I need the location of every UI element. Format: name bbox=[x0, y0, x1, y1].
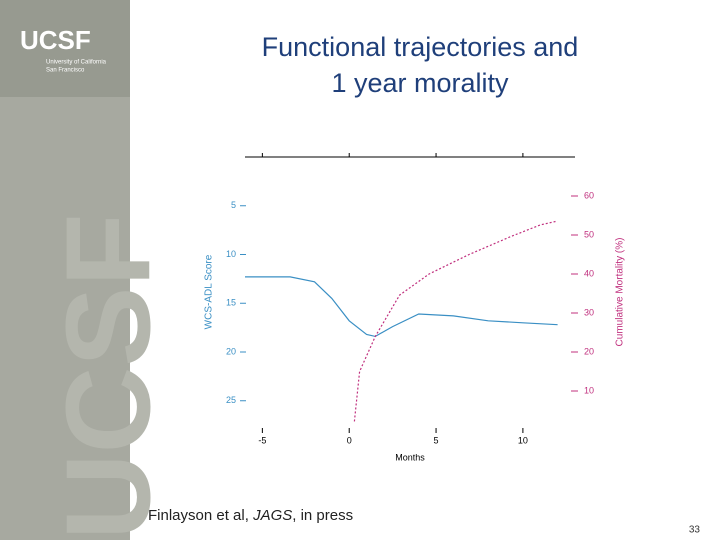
series-line bbox=[245, 276, 558, 338]
logo-line: San Francisco bbox=[46, 68, 85, 74]
watermark: UCSF bbox=[42, 213, 176, 540]
y2-tick-label: 30 bbox=[584, 307, 594, 317]
y-tick-label: 5 bbox=[231, 200, 236, 210]
x-axis-label: Months bbox=[395, 452, 425, 462]
logo-box bbox=[0, 0, 130, 97]
chart-title: Functional trajectories and 1 year morali… bbox=[262, 32, 579, 98]
citation: Finlayson et al, JAGS, in press bbox=[148, 507, 353, 524]
x-tick-label: 10 bbox=[518, 435, 528, 445]
y-tick-label: 20 bbox=[226, 346, 236, 356]
y2-tick-label: 40 bbox=[584, 268, 594, 278]
x-tick-label: -5 bbox=[258, 435, 266, 445]
series-line bbox=[353, 220, 557, 422]
y-tick-label: 25 bbox=[226, 395, 236, 405]
y2-tick-label: 20 bbox=[584, 346, 594, 356]
logo-mark: UCSF bbox=[20, 25, 91, 55]
x-tick-label: 0 bbox=[347, 435, 352, 445]
y2-tick-label: 10 bbox=[584, 385, 594, 395]
y2-axis-label: Cumulative Mortality (%) bbox=[615, 238, 626, 347]
x-tick-label: 5 bbox=[434, 435, 439, 445]
y-axis-label: WCS-ADL Score bbox=[204, 254, 215, 329]
y-tick-label: 15 bbox=[226, 298, 236, 308]
page-number: 33 bbox=[689, 525, 701, 536]
logo-line: University of California bbox=[46, 60, 107, 66]
y-tick-label: 10 bbox=[226, 249, 236, 259]
y2-tick-label: 50 bbox=[584, 229, 594, 239]
y2-tick-label: 60 bbox=[584, 190, 594, 200]
